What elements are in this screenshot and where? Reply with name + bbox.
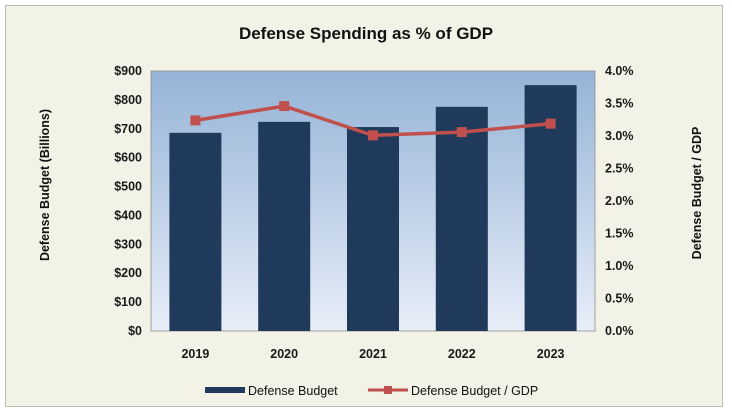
left-tick-label: $600 bbox=[114, 151, 142, 165]
x-tick-label: 2019 bbox=[181, 347, 209, 361]
right-tick-label: 1.5% bbox=[605, 227, 634, 241]
left-axis-title: Defense Budget (Billions) bbox=[38, 109, 52, 261]
line-point bbox=[545, 118, 556, 129]
x-tick-label: 2020 bbox=[270, 347, 298, 361]
bar bbox=[435, 106, 488, 331]
legend: Defense Budget Defense Budget / GDP bbox=[205, 384, 538, 398]
left-tick-label: $400 bbox=[114, 208, 142, 222]
left-tick-label: $500 bbox=[114, 180, 142, 194]
bar bbox=[258, 121, 311, 331]
x-tick-label: 2023 bbox=[537, 347, 565, 361]
x-tick-label: 2022 bbox=[448, 347, 476, 361]
left-axis-ticks: $0 $100 $200 $300 $400 $500 $600 $700 $800 $900 bbox=[114, 64, 142, 338]
right-tick-label: 2.5% bbox=[605, 162, 634, 176]
right-axis-ticks: 0.0% 0.5% 1.0% 1.5% 2.0% 2.5% 3.0% 3.5% 4.0% bbox=[605, 64, 634, 338]
left-tick-label: $700 bbox=[114, 122, 142, 136]
right-tick-label: 4.0% bbox=[605, 64, 634, 78]
legend-label-line: Defense Budget / GDP bbox=[411, 384, 538, 398]
x-axis-ticks: 2019 2020 2021 2022 2023 bbox=[181, 347, 564, 361]
left-tick-label: $900 bbox=[114, 64, 142, 78]
right-tick-label: 1.0% bbox=[605, 259, 634, 273]
right-tick-label: 3.0% bbox=[605, 129, 634, 143]
bar bbox=[169, 132, 222, 331]
legend-marker-line bbox=[384, 386, 392, 394]
legend-swatch-bar bbox=[205, 387, 245, 393]
bar bbox=[347, 127, 399, 332]
line-point bbox=[456, 127, 467, 138]
line-point bbox=[368, 130, 378, 141]
right-tick-label: 3.5% bbox=[605, 97, 634, 111]
left-tick-label: $800 bbox=[114, 93, 142, 107]
line-point bbox=[279, 101, 290, 112]
x-tick-label: 2021 bbox=[359, 347, 387, 361]
left-tick-label: $300 bbox=[114, 237, 142, 251]
right-tick-label: 0.0% bbox=[605, 324, 634, 338]
right-axis-title: Defense Budget / GDP bbox=[690, 127, 704, 260]
left-tick-label: $200 bbox=[114, 266, 142, 280]
line-point bbox=[190, 115, 201, 126]
left-tick-label: $0 bbox=[128, 324, 142, 338]
legend-label-bar: Defense Budget bbox=[248, 384, 338, 398]
left-tick-label: $100 bbox=[114, 295, 142, 309]
right-tick-label: 2.0% bbox=[605, 194, 634, 208]
chart-title: Defense Spending as % of GDP bbox=[239, 24, 493, 43]
right-tick-label: 0.5% bbox=[605, 292, 634, 306]
line-series bbox=[190, 101, 556, 141]
